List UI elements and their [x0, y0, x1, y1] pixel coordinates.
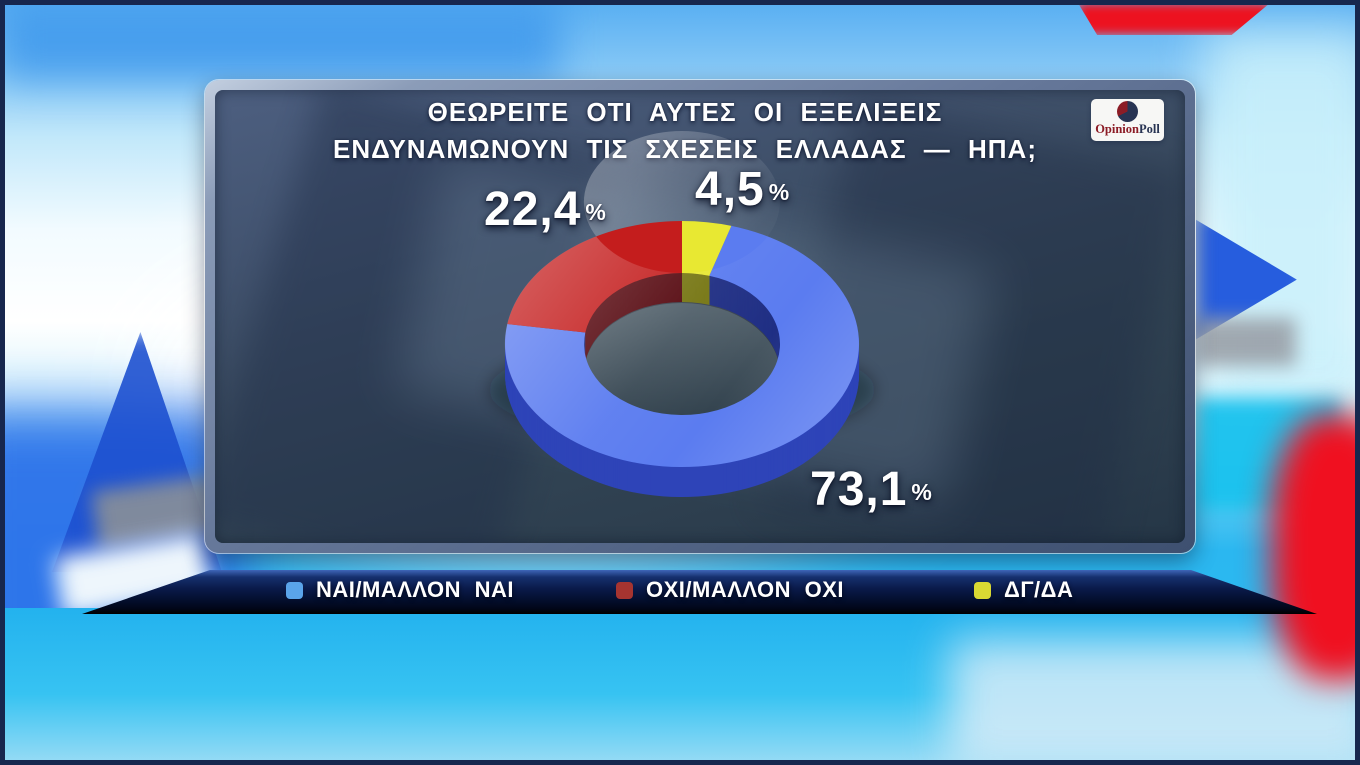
bg-letter-shape — [52, 332, 222, 572]
opinionpoll-logo: OpinionPoll — [1091, 99, 1164, 141]
opinionpoll-pie-icon — [1117, 101, 1138, 122]
bg-letter-shape — [1196, 219, 1297, 340]
legend-item-yes: ΝΑΙ/ΜΑΛΛΟΝ ΝΑΙ — [286, 577, 514, 603]
bg-letter-shape — [1196, 398, 1341, 510]
pct-value: 4,5 — [695, 163, 765, 216]
percent-sign: % — [911, 479, 932, 505]
legend-swatch-red — [616, 581, 633, 599]
percent-sign: % — [768, 179, 790, 205]
opinionpoll-logo-text: OpinionPoll — [1095, 122, 1160, 137]
bg-shape — [950, 640, 1360, 765]
logo-text-opinion: Opinion — [1095, 122, 1139, 136]
bg-shape — [1078, 3, 1270, 35]
legend-item-dontknow: ΔΓ/ΔΑ — [974, 577, 1073, 603]
pct-label-dontknow: 4,5% — [695, 162, 789, 217]
legend-label: ΔΓ/ΔΑ — [1004, 577, 1074, 602]
pct-label-yes: 73,1% — [810, 462, 932, 517]
pct-label-no: 22,4% — [484, 182, 606, 237]
legend-item-no: ΟΧΙ/ΜΑΛΛΟΝ ΟΧΙ — [616, 577, 844, 603]
pct-value: 22,4 — [484, 183, 582, 236]
legend-swatch-yellow — [974, 581, 991, 599]
title-line-1: ΘΕΩΡΕΙΤΕ ΟΤΙ ΑΥΤΕΣ ΟΙ ΕΞΕΛΙΞΕΙΣ — [427, 97, 943, 127]
bg-shape — [1205, 30, 1360, 410]
logo-text-poll: Poll — [1138, 122, 1160, 136]
percent-sign: % — [585, 199, 606, 225]
bg-shape — [0, 608, 1360, 765]
bg-letter-shape — [91, 474, 224, 550]
pct-value: 73,1 — [810, 463, 908, 516]
legend-label: ΟΧΙ/ΜΑΛΛΟΝ ΟΧΙ — [646, 577, 844, 602]
bg-shape — [0, 0, 560, 80]
bg-letter-shape — [1196, 318, 1296, 366]
title-line-2: ΕΝΔΥΝΑΜΩΝΟΥΝ ΤΙΣ ΣΧΕΣΕΙΣ ΕΛΛΑΔΑΣ — ΗΠΑ; — [333, 134, 1037, 164]
legend-label: ΝΑΙ/ΜΑΛΛΟΝ ΝΑΙ — [316, 577, 514, 602]
legend-swatch-blue — [286, 581, 303, 599]
bg-shape — [1272, 415, 1360, 680]
poll-question-title: ΘΕΩΡΕΙΤΕ ΟΤΙ ΑΥΤΕΣ ΟΙ ΕΞΕΛΙΞΕΙΣ ΕΝΔΥΝΑΜΩ… — [240, 94, 1130, 168]
legend: ΝΑΙ/ΜΑΛΛΟΝ ΝΑΙ ΟΧΙ/ΜΑΛΛΟΝ ΟΧΙ ΔΓ/ΔΑ — [0, 577, 1360, 611]
